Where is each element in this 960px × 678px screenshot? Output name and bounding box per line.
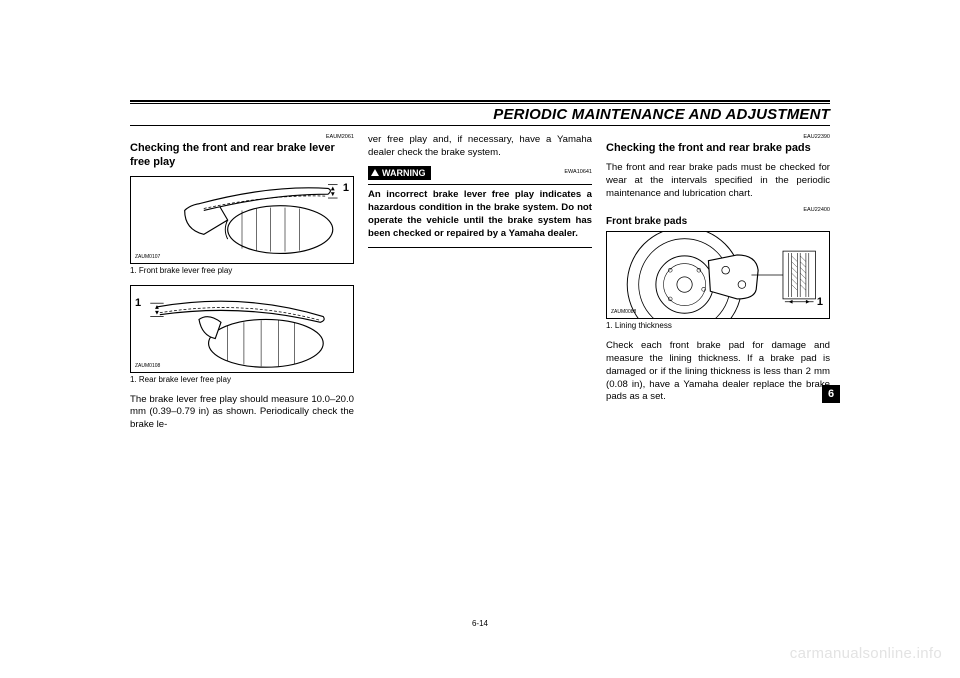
column-3: EAU22390 Checking the front and rear bra… xyxy=(606,134,830,438)
section-heading: Checking the front and rear brake lever … xyxy=(130,142,354,170)
figure-rear-lever: 1 ZAUM0108 xyxy=(130,285,354,373)
warning-badge: WARNING xyxy=(368,166,431,180)
figure-ref: ZAUM0088 xyxy=(611,309,636,316)
figure-front-lever: 1 ZAUM0107 xyxy=(130,176,354,264)
column-1: EAUM2061 Checking the front and rear bra… xyxy=(130,134,354,438)
figure-ref: ZAUM0108 xyxy=(135,363,160,370)
ref-code: EAUM2061 xyxy=(130,134,354,141)
ref-code: EWA10641 xyxy=(437,169,593,176)
chapter-tab: 6 xyxy=(822,385,840,403)
figure-callout: 1 xyxy=(135,296,141,311)
warning-triangle-icon xyxy=(371,169,379,176)
title-rule xyxy=(130,100,830,104)
warning-text: An incorrect brake lever free play indic… xyxy=(368,189,592,241)
figure-caption: 1. Rear brake lever free play xyxy=(130,375,354,386)
section-heading: Checking the front and rear brake pads xyxy=(606,142,830,156)
page-number: 6-14 xyxy=(130,619,830,628)
warning-underline xyxy=(368,184,592,185)
figure-caption: 1. Lining thickness xyxy=(606,321,830,332)
section-end-rule xyxy=(368,247,592,248)
body-text: Check each front brake pad for damage an… xyxy=(606,340,830,405)
warning-label: WARNING xyxy=(382,167,426,179)
figure-caption: 1. Front brake lever free play xyxy=(130,266,354,277)
warning-header: WARNING EWA10641 xyxy=(368,166,592,180)
figure-callout: 1 xyxy=(343,181,349,196)
body-text: ver free play and, if necessary, have a … xyxy=(368,134,592,160)
figure-callout: 1 xyxy=(817,295,823,310)
figure-brake-pads: 1 ZAUM0088 xyxy=(606,231,830,319)
page-title: PERIODIC MAINTENANCE AND ADJUSTMENT xyxy=(130,106,830,126)
watermark: carmanualsonline.info xyxy=(790,645,942,662)
body-text: The front and rear brake pads must be ch… xyxy=(606,162,830,201)
ref-code: EAU22400 xyxy=(606,207,830,214)
ref-code: EAU22390 xyxy=(606,134,830,141)
columns: EAUM2061 Checking the front and rear bra… xyxy=(130,134,830,438)
body-text: The brake lever free play should measure… xyxy=(130,394,354,433)
sub-heading: Front brake pads xyxy=(606,215,830,229)
figure-ref: ZAUM0107 xyxy=(135,254,160,261)
manual-page: PERIODIC MAINTENANCE AND ADJUSTMENT EAUM… xyxy=(130,100,830,600)
column-2: ver free play and, if necessary, have a … xyxy=(368,134,592,438)
